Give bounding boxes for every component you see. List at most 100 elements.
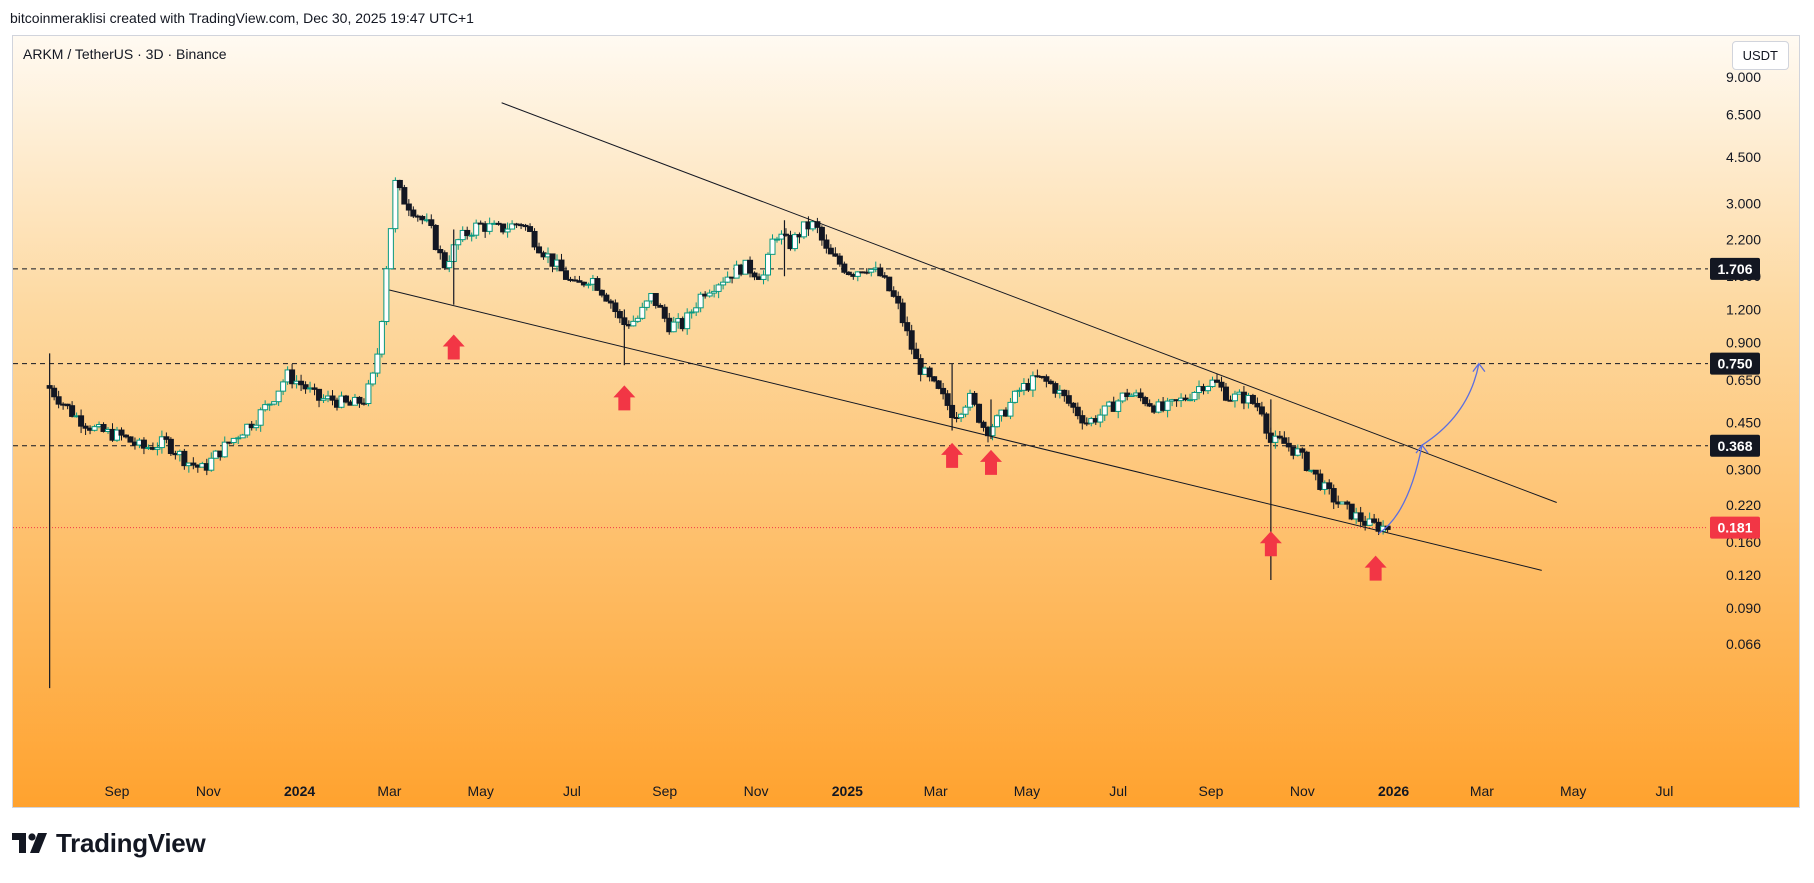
candle: [387, 228, 394, 270]
candle: [1052, 381, 1059, 398]
candle-body: [854, 271, 861, 277]
candle: [1231, 390, 1238, 408]
y-axis-tick-label: 0.066: [1726, 636, 1761, 652]
candle: [509, 220, 516, 230]
level-price-label: 1.706: [1717, 261, 1752, 277]
candle: [652, 293, 659, 309]
candle: [926, 366, 933, 382]
candle: [51, 385, 58, 401]
symbol-title[interactable]: ARKM / TetherUS · 3D · Binance: [23, 46, 227, 62]
candle-body: [616, 311, 623, 319]
candle-body: [1070, 402, 1077, 408]
candle: [342, 394, 349, 404]
candle: [316, 388, 323, 408]
candle: [392, 177, 399, 233]
candle: [1218, 376, 1225, 392]
candle: [428, 214, 435, 229]
tradingview-logo[interactable]: TradingView: [12, 828, 206, 859]
candle-body: [365, 383, 372, 405]
currency-button[interactable]: USDT: [1731, 41, 1789, 70]
candle: [127, 436, 134, 443]
candle-body: [895, 295, 902, 304]
candle-body: [396, 179, 403, 189]
chart-area[interactable]: 9.0006.5004.5003.0002.2001.6001.2000.900…: [12, 35, 1800, 808]
candle-body: [643, 300, 650, 308]
candle: [598, 289, 605, 298]
candle-body: [1299, 448, 1306, 453]
candle: [1258, 401, 1265, 417]
candle-body: [684, 312, 691, 330]
y-axis-tick-label: 0.090: [1726, 600, 1761, 616]
candle-body: [1254, 402, 1261, 408]
candle: [410, 206, 417, 219]
candle-body: [302, 384, 309, 390]
candle-body: [1029, 375, 1036, 391]
candle: [697, 291, 704, 313]
candle-body: [298, 380, 305, 386]
candle: [935, 380, 942, 390]
candle-body: [818, 226, 825, 241]
tradingview-logo-icon: [12, 832, 47, 853]
candle: [271, 401, 278, 406]
candle-body: [881, 275, 888, 278]
candle-body: [55, 396, 62, 405]
candle: [958, 412, 965, 423]
candle: [603, 292, 610, 302]
candle-body: [100, 424, 107, 432]
candle-body: [127, 436, 134, 443]
candle-body: [82, 425, 89, 429]
candle: [908, 324, 915, 355]
tradingview-wordmark: TradingView: [56, 828, 206, 858]
candle-body: [993, 415, 1000, 428]
candle: [1061, 389, 1068, 402]
x-axis-tick-label: Mar: [1470, 783, 1494, 799]
price-chart[interactable]: 9.0006.5004.5003.0002.2001.6001.2000.900…: [13, 36, 1800, 808]
candle-body: [1191, 391, 1198, 401]
candle: [823, 234, 830, 254]
candle: [504, 222, 511, 238]
candle-body: [118, 429, 125, 436]
candle-body: [877, 267, 884, 277]
candle: [531, 228, 538, 251]
candle-body: [1187, 399, 1194, 402]
candle: [464, 226, 471, 240]
y-axis-tick-label: 1.200: [1726, 301, 1761, 317]
candle-body: [580, 281, 587, 286]
candle-body: [167, 438, 174, 454]
candle-body: [239, 434, 246, 439]
candle: [486, 217, 493, 235]
x-axis-tick-label: Mar: [924, 783, 948, 799]
candle: [167, 437, 174, 456]
candle: [1137, 388, 1144, 402]
level-price-label: 0.368: [1717, 438, 1752, 454]
x-axis-tick-label: Nov: [1290, 783, 1315, 799]
candle: [890, 286, 897, 298]
y-axis-tick-label: 6.500: [1726, 107, 1761, 123]
candle-body: [221, 441, 228, 458]
candle-body: [271, 401, 278, 405]
candle-body: [711, 290, 718, 294]
candle-body: [612, 302, 619, 313]
candle-body: [1263, 413, 1270, 434]
candle-body: [814, 221, 821, 228]
y-axis-tick-label: 0.450: [1726, 415, 1761, 431]
x-axis-tick-label: May: [1560, 783, 1586, 799]
candle-body: [1007, 401, 1014, 417]
candle-body: [253, 424, 260, 429]
candle: [78, 409, 85, 434]
candle: [1312, 469, 1319, 481]
candle: [630, 315, 637, 327]
candle: [383, 266, 390, 326]
candle-body: [154, 447, 161, 450]
candle: [639, 302, 646, 320]
candle: [1326, 479, 1333, 495]
candle-body: [940, 387, 947, 395]
candle-body: [832, 253, 839, 257]
candle-body: [163, 436, 170, 440]
candle-body: [378, 321, 385, 355]
candle-body: [1312, 469, 1319, 475]
candle: [913, 342, 920, 360]
y-axis-tick-label: 0.220: [1726, 497, 1761, 513]
x-axis-tick-label: Nov: [744, 783, 769, 799]
x-axis-tick-label: Jul: [1656, 783, 1674, 799]
